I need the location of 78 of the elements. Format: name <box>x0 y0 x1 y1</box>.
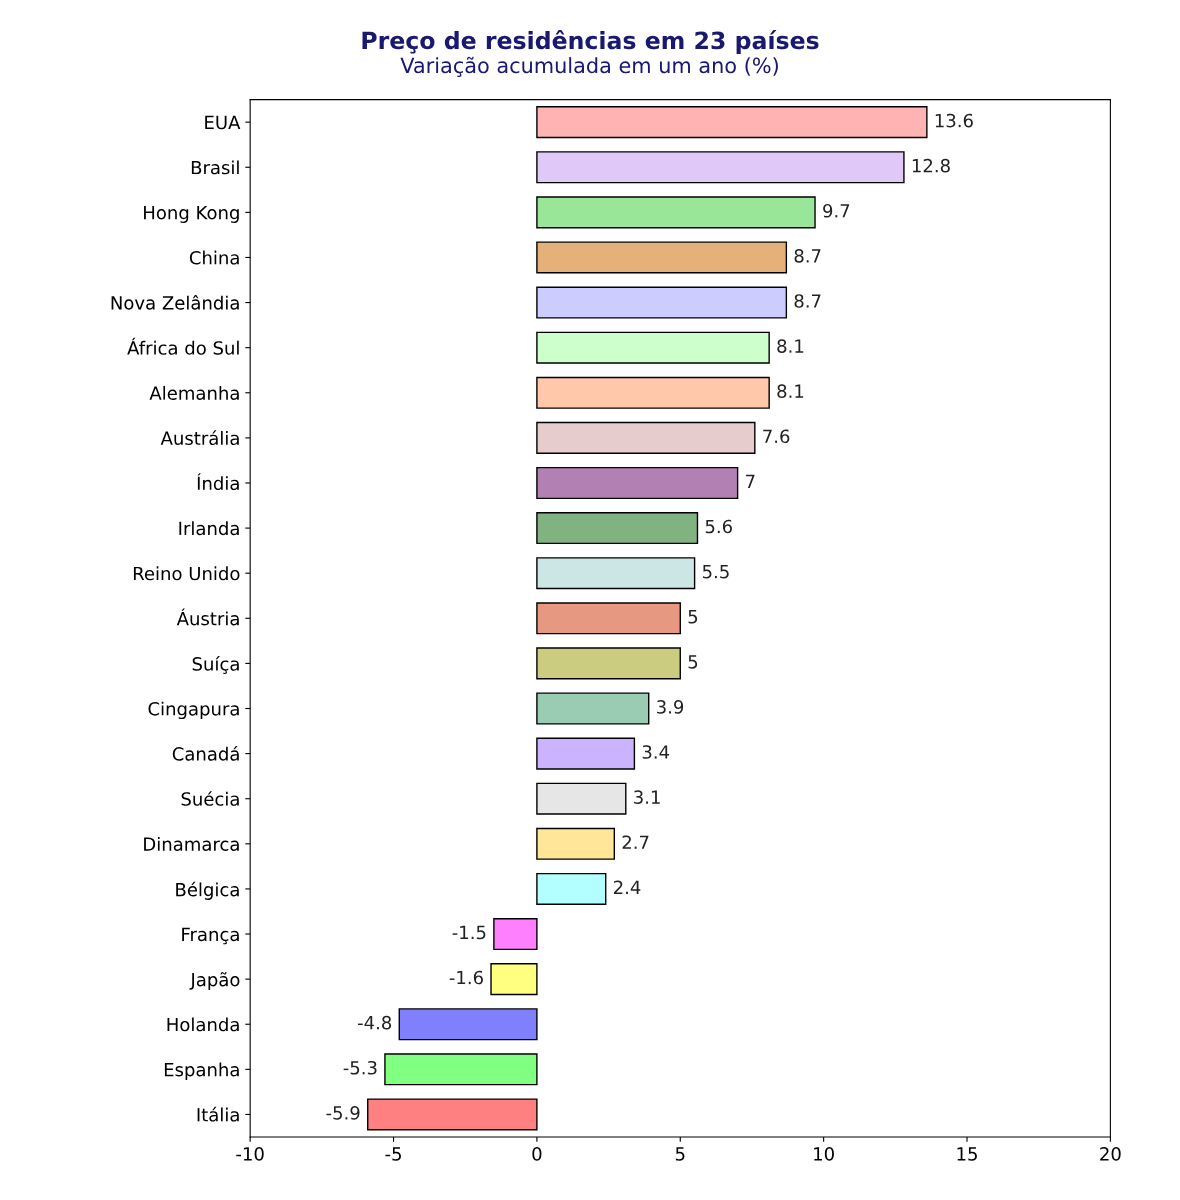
data-label: -5.9 <box>326 1106 360 1120</box>
data-label: 5.6 <box>705 519 732 534</box>
data-label: 8.7 <box>794 294 821 308</box>
data-label: 5 <box>688 655 698 669</box>
y-tick-label: Bélgica <box>176 881 239 900</box>
y-tick-label: Suécia <box>181 791 239 806</box>
chart-title: Preço de residências em 23 países <box>362 30 819 54</box>
data-label: -5.3 <box>343 1060 377 1075</box>
chart-subtitle: Variação acumulada em um ano (%) <box>400 56 778 77</box>
y-tick-label: França <box>182 927 239 945</box>
bar <box>536 737 636 770</box>
y-tick-label: EUA <box>205 115 241 130</box>
y-tick-label: Brasil <box>191 160 239 175</box>
data-label: 9.7 <box>823 203 850 218</box>
data-label: 3.9 <box>657 700 684 714</box>
bar <box>536 466 739 500</box>
data-label: 2.7 <box>622 835 649 849</box>
data-label: 5 <box>688 610 698 624</box>
x-tick-label: 20 <box>1100 1147 1121 1161</box>
data-label: 8.1 <box>777 384 804 399</box>
x-tick-label: 0 <box>532 1147 542 1161</box>
y-tick-label: Itália <box>197 1106 239 1122</box>
data-label: 5.5 <box>702 565 729 579</box>
bar <box>367 1098 538 1131</box>
data-label: 7 <box>746 474 755 488</box>
y-tick-label: Alemanha <box>149 385 239 400</box>
bar <box>536 421 756 454</box>
data-label: 7.6 <box>763 429 790 444</box>
x-tick-label: -10 <box>236 1147 264 1161</box>
bar <box>536 241 788 274</box>
data-label: -1.5 <box>452 925 486 940</box>
y-tick-label: Japão <box>189 972 240 990</box>
y-tick-label: Canadá <box>172 746 239 761</box>
x-tick-label: 10 <box>814 1147 834 1161</box>
y-tick-label: Austrália <box>160 430 239 445</box>
y-tick-label: Nova Zelândia <box>111 294 239 310</box>
bar <box>536 106 928 139</box>
bar <box>536 872 607 905</box>
bar <box>536 782 627 815</box>
y-tick-label: China <box>189 250 239 265</box>
bar <box>398 1008 538 1041</box>
data-label: 13.6 <box>935 113 973 128</box>
bar <box>536 827 616 860</box>
bar <box>536 602 681 635</box>
y-tick-label: Cingapura <box>148 701 239 720</box>
x-tick-label: -5 <box>385 1147 401 1161</box>
bar <box>384 1053 538 1086</box>
data-label: 3.4 <box>642 745 670 759</box>
y-tick-label: Áustria <box>176 608 239 626</box>
bar <box>536 151 905 184</box>
y-tick-label: Espanha <box>164 1062 239 1080</box>
data-label: 12.8 <box>912 158 950 173</box>
bar <box>536 692 650 725</box>
data-label: 8.7 <box>794 249 821 263</box>
x-tick-label: 5 <box>675 1147 685 1161</box>
bar <box>490 963 538 996</box>
y-tick-label: Irlanda <box>179 521 239 536</box>
y-tick-label: Dinamarca <box>144 836 239 851</box>
data-label: 3.1 <box>634 790 660 804</box>
bar <box>536 376 770 409</box>
bar <box>536 647 681 680</box>
y-tick-label: África do Sul <box>127 337 239 355</box>
y-tick-label: Índia <box>197 473 239 491</box>
data-label: -1.6 <box>449 970 483 985</box>
bar <box>536 331 770 364</box>
data-label: 2.4 <box>613 880 641 894</box>
y-tick-label: Holanda <box>167 1017 239 1032</box>
bar <box>536 196 816 229</box>
bar <box>536 512 699 545</box>
x-tick-label: 15 <box>957 1147 977 1161</box>
bar <box>536 286 788 319</box>
bar <box>493 917 538 951</box>
data-label: -4.8 <box>357 1015 392 1030</box>
y-tick-label: Reino Unido <box>133 566 240 581</box>
y-tick-label: Hong Kong <box>144 206 239 223</box>
bar <box>536 557 696 590</box>
data-label: 8.1 <box>777 339 804 353</box>
y-tick-label: Suíça <box>192 656 239 674</box>
